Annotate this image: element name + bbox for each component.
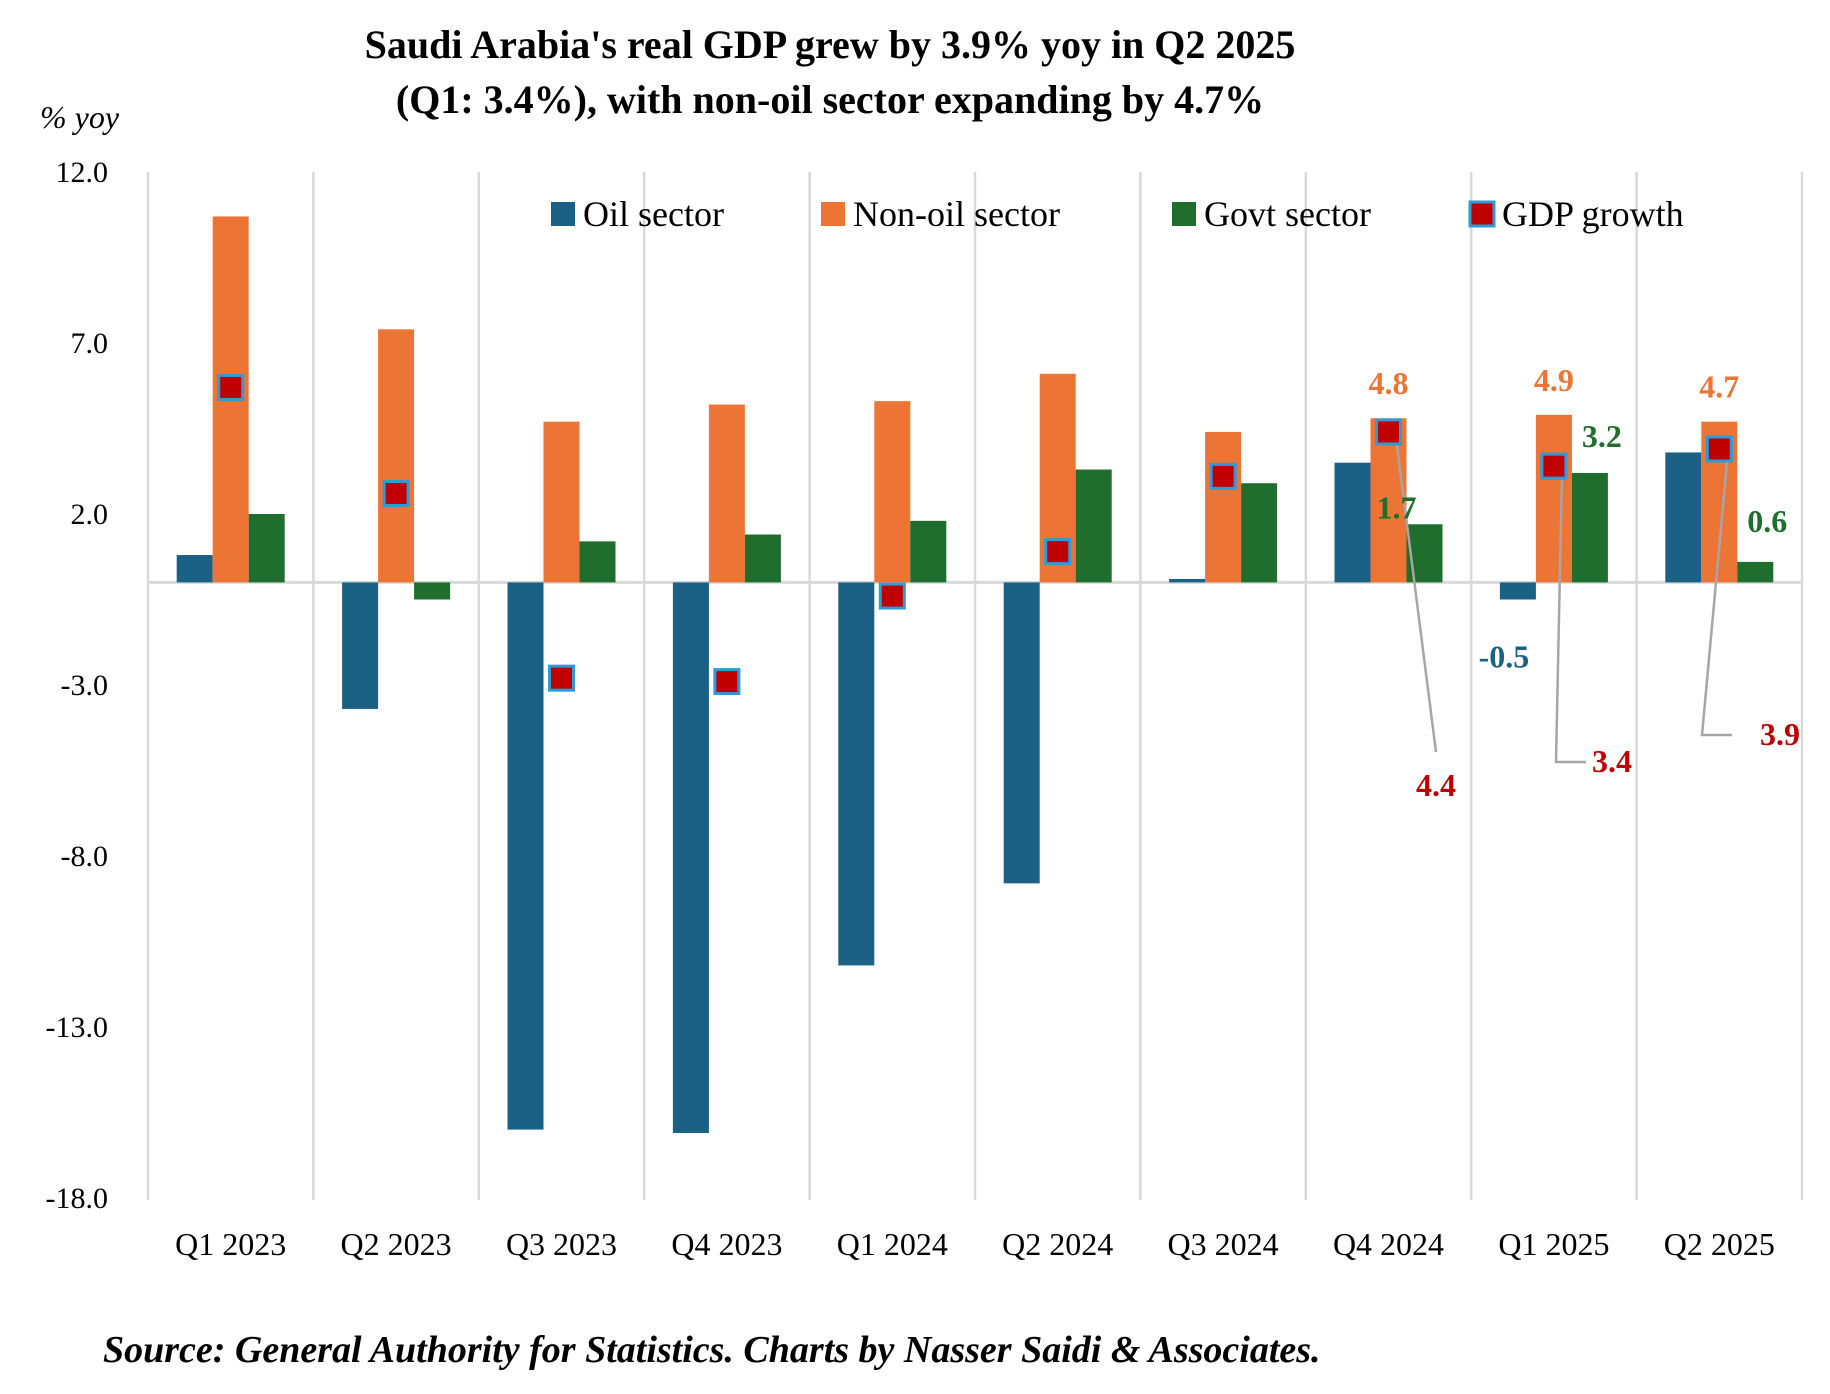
non-oil-sector-bar-3 <box>708 404 745 583</box>
chart-title-line-1: Saudi Arabia's real GDP grew by 3.9% yoy… <box>365 22 1296 67</box>
govt-sector-bar-3 <box>744 534 781 583</box>
legend-label-3: GDP growth <box>1502 194 1684 234</box>
legend-swatch-2 <box>1172 202 1196 226</box>
y-tick-label-5: -13.0 <box>46 1011 109 1044</box>
gdp-growth-marker-2 <box>548 664 575 692</box>
data-label-3: 1.7 <box>1377 489 1417 525</box>
legend-swatch-0 <box>551 202 575 226</box>
govt-sector-bar-1 <box>414 582 451 600</box>
oil-sector-bar-1 <box>342 582 379 709</box>
legend-swatch-3 <box>1468 200 1496 228</box>
y-tick-label-4: -8.0 <box>61 840 109 873</box>
data-label-5: 0.6 <box>1747 503 1787 539</box>
data-label-7: 4.4 <box>1416 767 1456 803</box>
gdp-growth-marker-0 <box>217 373 245 401</box>
x-tick-label-1: Q2 2023 <box>341 1226 452 1262</box>
source-note: Source: General Authority for Statistics… <box>103 1329 1321 1371</box>
gdp-callout-leader-9 <box>1700 458 1732 737</box>
oil-sector-bar-8 <box>1499 582 1536 600</box>
gdp-growth-marker-7 <box>1375 418 1402 446</box>
oil-sector-bar-2 <box>507 582 544 1130</box>
gdp-growth-marker-4 <box>878 582 906 610</box>
data-label-8: 3.4 <box>1592 743 1632 779</box>
chart-title-line-2: (Q1: 3.4%), with non-oil sector expandin… <box>396 77 1264 122</box>
oil-sector-bar-6 <box>1169 578 1206 583</box>
oil-sector-bar-7 <box>1334 462 1371 583</box>
y-tick-label-3: -3.0 <box>61 669 109 702</box>
label-leader-lines <box>1395 441 1732 764</box>
data-labels: 4.8 4.9 4.7 1.7 3.2 0.6 -0.5 4.4 3.4 3.9 <box>1369 362 1801 803</box>
oil-sector-bar-4 <box>838 582 875 966</box>
data-label-6: -0.5 <box>1479 639 1530 675</box>
gdp-growth-markers <box>217 373 1733 696</box>
gdp-growth-marker-6 <box>1209 462 1237 490</box>
bar-series <box>176 216 1774 1134</box>
non-oil-sector-bar-2 <box>543 421 580 583</box>
legend-label-0: Oil sector <box>583 194 724 234</box>
y-tick-label-2: 2.0 <box>71 498 109 531</box>
gdp-callout-leader-8 <box>1554 476 1586 764</box>
x-tick-label-9: Q2 2025 <box>1664 1226 1775 1262</box>
y-axis-label: % yoy <box>40 99 120 135</box>
x-tick-label-2: Q3 2023 <box>506 1226 617 1262</box>
data-label-0: 4.8 <box>1369 365 1409 401</box>
chart-legend: Oil sector Non-oil sector Govt sector GDP g… <box>551 194 1684 234</box>
x-tick-label-6: Q3 2024 <box>1168 1226 1279 1262</box>
data-label-4: 3.2 <box>1582 418 1622 454</box>
non-oil-sector-bar-1 <box>378 329 415 583</box>
y-tick-label-6: -18.0 <box>46 1182 109 1215</box>
govt-sector-bar-0 <box>248 514 285 583</box>
x-tick-label-7: Q4 2024 <box>1333 1226 1444 1262</box>
x-tick-label-4: Q1 2024 <box>837 1226 948 1262</box>
y-tick-label-0: 12.0 <box>56 156 109 189</box>
gdp-growth-marker-9 <box>1705 435 1733 463</box>
oil-sector-bar-5 <box>1003 582 1040 884</box>
govt-sector-bar-9 <box>1737 561 1774 583</box>
non-oil-sector-bar-7 <box>1370 418 1407 583</box>
oil-sector-bar-3 <box>672 582 709 1134</box>
non-oil-sector-bar-4 <box>874 401 911 583</box>
non-oil-sector-bar-8 <box>1535 414 1572 583</box>
legend-label-2: Govt sector <box>1204 194 1371 234</box>
y-tick-label-1: 7.0 <box>71 327 109 360</box>
gdp-growth-marker-8 <box>1540 452 1568 480</box>
data-label-1: 4.9 <box>1534 362 1574 398</box>
gdp-growth-marker-1 <box>382 479 410 507</box>
data-label-9: 3.9 <box>1760 716 1800 752</box>
govt-sector-bar-8 <box>1571 472 1608 583</box>
oil-sector-bar-9 <box>1665 452 1702 583</box>
x-tick-label-0: Q1 2023 <box>175 1226 286 1262</box>
govt-sector-bar-4 <box>910 520 947 583</box>
govt-sector-bar-6 <box>1241 483 1278 583</box>
govt-sector-bar-2 <box>579 541 616 583</box>
x-axis-ticks: Q1 2023 Q2 2023 Q3 2023 Q4 2023 Q1 2024 Q2 20… <box>175 1226 1775 1262</box>
oil-sector-bar-0 <box>176 555 213 583</box>
gdp-growth-marker-3 <box>713 668 741 696</box>
legend-swatch-1 <box>821 202 845 226</box>
x-tick-label-5: Q2 2024 <box>1002 1226 1113 1262</box>
chart-title: Saudi Arabia's real GDP grew by 3.9% yoy… <box>365 22 1296 122</box>
gdp-callout-leader-7 <box>1395 441 1438 753</box>
gdp-growth-marker-5 <box>1044 538 1072 566</box>
y-axis-ticks: 12.0 7.0 2.0 -3.0 -8.0 -13.0 -18.0 <box>46 156 109 1215</box>
x-tick-label-8: Q1 2025 <box>1498 1226 1609 1262</box>
govt-sector-bar-5 <box>1075 469 1112 583</box>
data-label-2: 4.7 <box>1699 369 1739 405</box>
x-tick-label-3: Q4 2023 <box>671 1226 782 1262</box>
legend-label-1: Non-oil sector <box>853 194 1060 234</box>
non-oil-sector-bar-6 <box>1205 431 1242 583</box>
grid-lines <box>146 172 1804 1200</box>
